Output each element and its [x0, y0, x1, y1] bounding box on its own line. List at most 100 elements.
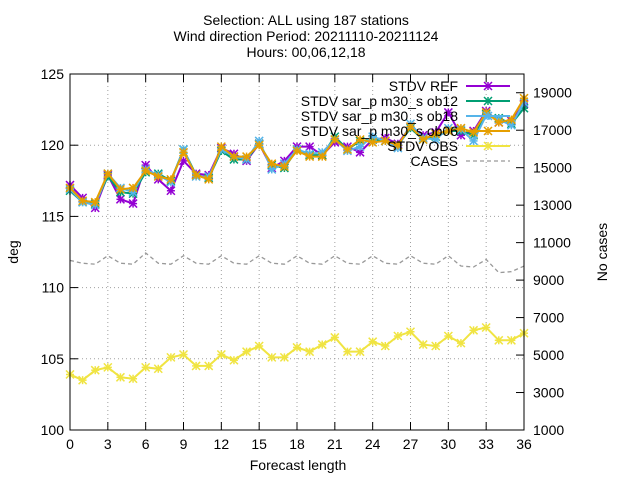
x-tick-label: 30: [441, 436, 457, 452]
data-point: [342, 144, 352, 155]
y2-tick-label: 9000: [533, 272, 564, 288]
x-tick-label: 6: [142, 436, 150, 452]
x-tick-label: 9: [180, 436, 188, 452]
x-tick-label: 21: [327, 436, 343, 452]
y2-tick-label: 13000: [533, 197, 572, 213]
data-point: [178, 147, 189, 157]
y2-tick-label: 11000: [533, 235, 571, 251]
data-point: [368, 137, 378, 147]
data-point: [128, 374, 138, 384]
data-point: [443, 331, 453, 341]
data-point: [128, 183, 138, 193]
y-tick-label: 100: [41, 422, 65, 438]
data-point: [469, 136, 479, 146]
x-tick-label: 36: [516, 436, 532, 452]
y-tick-label: 120: [41, 137, 65, 153]
data-point: [115, 194, 125, 204]
data-point: [267, 352, 277, 362]
data-point: [456, 123, 466, 133]
data-point: [355, 134, 365, 145]
y2-tick-label: 1000: [533, 422, 564, 438]
x-tick-label: 27: [403, 436, 419, 452]
y-axis-label: deg: [5, 240, 21, 263]
legend-item: STDV sar_p m30_s ob18: [301, 108, 510, 124]
legend-marker: [483, 111, 493, 121]
legend-label: STDV REF: [389, 78, 458, 94]
y-tick-label: 105: [41, 351, 65, 367]
data-point: [254, 136, 264, 146]
data-point: [317, 340, 327, 350]
data-point: [254, 341, 264, 351]
y2-tick-label: 3000: [533, 385, 564, 401]
data-point: [305, 152, 315, 162]
legend-label: STDV sar_p m30_s ob18: [301, 108, 458, 124]
data-point: [115, 184, 125, 194]
y2-tick-label: 17000: [533, 122, 572, 138]
data-point: [90, 365, 100, 375]
data-point: [305, 347, 315, 357]
legend-item: STDV OBS: [387, 138, 510, 154]
data-point: [115, 372, 125, 382]
x-tick-label: 0: [66, 436, 74, 452]
title-line-3: Hours: 00,06,12,18: [246, 44, 365, 60]
data-point: [242, 347, 252, 357]
data-point: [191, 170, 201, 180]
legend-label: STDV OBS: [387, 138, 458, 154]
legend-item: CASES: [411, 153, 510, 169]
data-point: [292, 146, 302, 156]
data-point: [279, 162, 289, 172]
y2-tick-label: 19000: [533, 85, 572, 101]
legend-item: STDV sar_p m30_s ob06: [301, 123, 510, 139]
x-tick-label: 3: [104, 436, 112, 452]
data-point: [279, 352, 289, 362]
legend-label: STDV sar_p m30_s ob12: [301, 93, 458, 109]
data-point: [141, 166, 151, 176]
data-point: [330, 332, 340, 342]
data-point: [254, 140, 264, 150]
x-axis-label: Forecast length: [250, 457, 347, 473]
data-point: [166, 186, 176, 196]
data-point: [393, 140, 403, 150]
x-tick-label: 12: [214, 436, 230, 452]
y-tick-label: 115: [42, 208, 65, 224]
title-line-2: Wind direction Period: 20211110-20211124: [174, 28, 439, 44]
y-tick-label: 125: [41, 66, 65, 82]
series-layer: [65, 93, 529, 385]
data-point: [481, 322, 491, 333]
data-point: [90, 197, 100, 207]
legend-marker: [483, 96, 493, 106]
data-point: [431, 129, 441, 139]
x-tick-label: 24: [365, 436, 381, 452]
data-point: [128, 199, 138, 209]
data-point: [178, 349, 189, 360]
data-point: [342, 347, 352, 357]
y2-tick-label: 15000: [533, 160, 572, 176]
data-point: [494, 335, 504, 345]
data-point: [355, 347, 365, 357]
data-point: [78, 196, 88, 206]
y-tick-label: 110: [42, 280, 65, 296]
legend-marker: [483, 81, 493, 91]
legend-item: STDV sar_p m30_s ob12: [301, 93, 510, 109]
data-point: [380, 136, 390, 146]
legend-label: CASES: [411, 153, 458, 169]
data-point: [141, 362, 151, 372]
data-point: [393, 331, 403, 341]
chart-title: Selection: ALL using 187 stations Wind d…: [174, 12, 439, 60]
data-point: [204, 361, 214, 371]
data-point: [368, 337, 378, 347]
data-point: [216, 349, 226, 360]
series-5: [69, 252, 525, 274]
data-point: [305, 142, 315, 152]
series-4: [65, 322, 529, 385]
data-point: [405, 122, 416, 132]
data-point: [229, 355, 239, 365]
series-3: [65, 93, 529, 207]
y2-axis-label: No cases: [594, 223, 610, 281]
data-point: [292, 342, 302, 352]
x-tick-label: 18: [289, 436, 305, 452]
legend-item: STDV REF: [389, 78, 510, 94]
x-tick-label: 33: [478, 436, 494, 452]
